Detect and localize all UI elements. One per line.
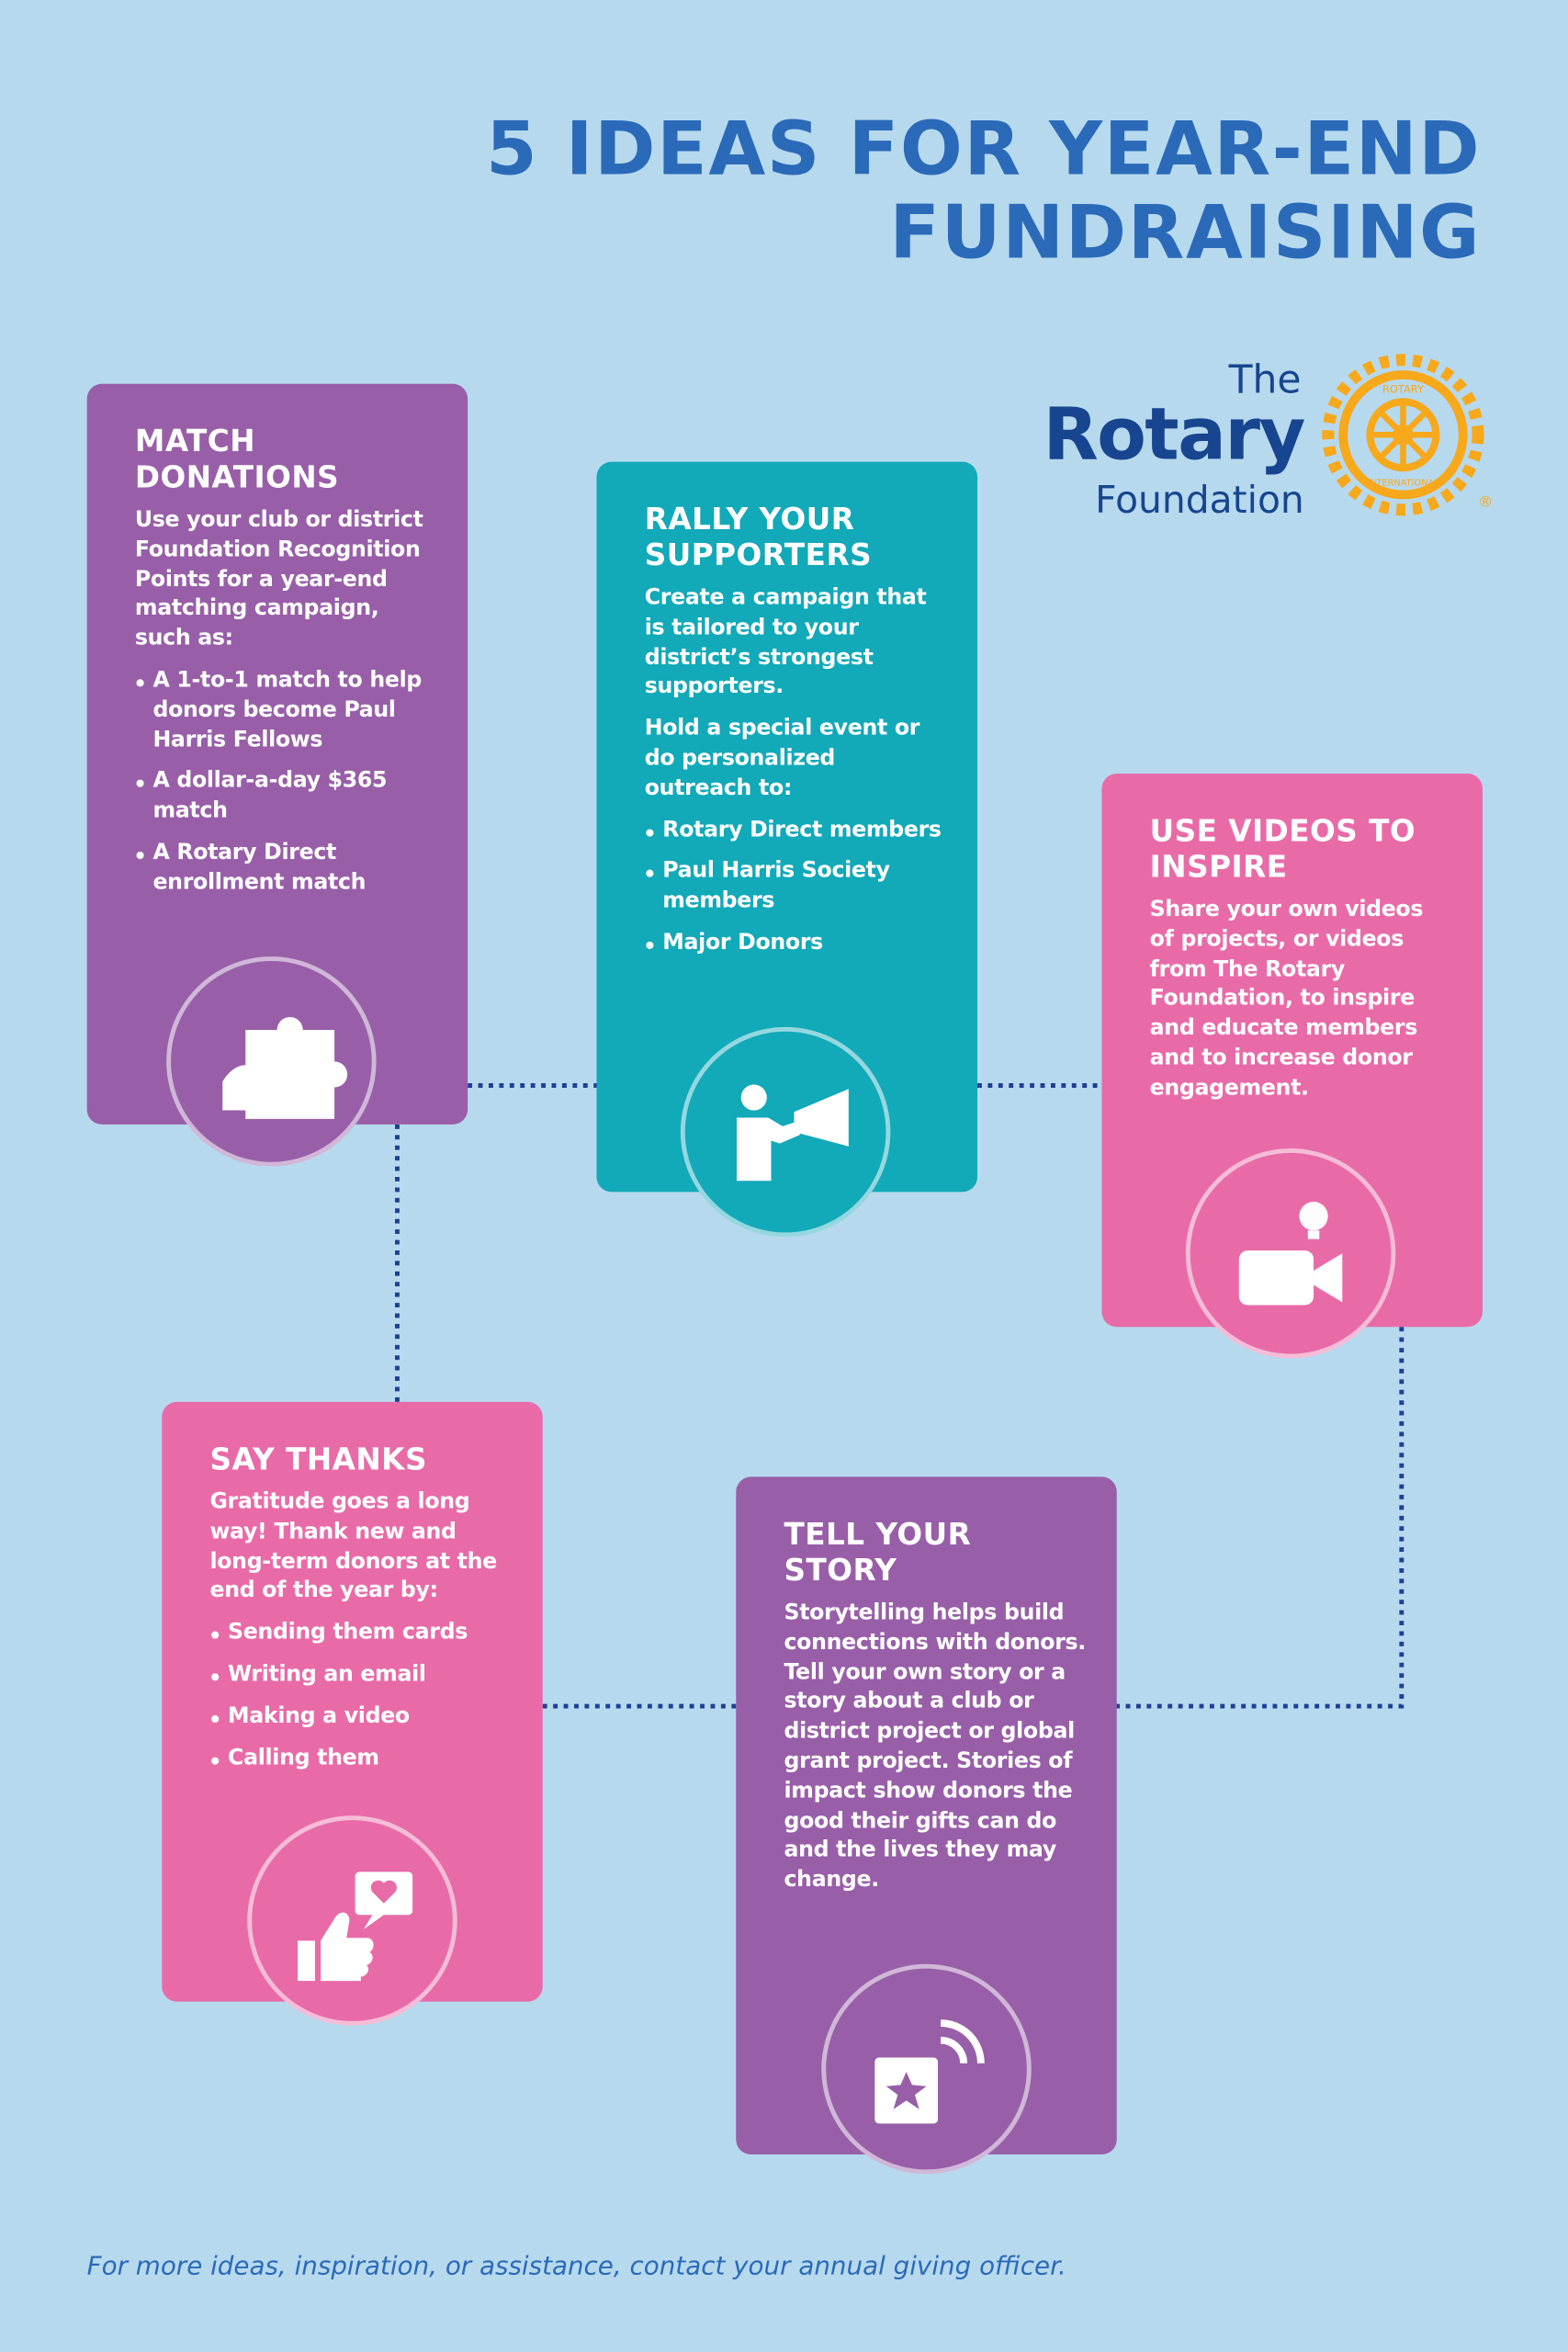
title: 5 IDEAS FOR YEAR-END FUNDRAISING	[486, 107, 1481, 276]
logo: The Rotary Foundation ROTARY INTERNATION…	[1049, 354, 1493, 522]
card-title: MATCH DONATIONS	[134, 423, 340, 495]
bullet: Rotary Direct members	[646, 817, 947, 846]
card-title: USE VIDEOS TO INSPIRE	[1149, 812, 1416, 885]
wheel-text: INTERNATIONAL	[1367, 479, 1439, 489]
bullet: A dollar-a-day $365 match	[136, 768, 437, 828]
footer: For more ideas, inspiration, or assistan…	[86, 2252, 1066, 2282]
icon-thanks	[247, 1815, 457, 2026]
bullet: A Rotary Direct enrollment match	[136, 840, 437, 899]
card-text: Use your club or district Foundation Rec…	[134, 508, 423, 651]
card-text: Create a campaign that is tailored to yo…	[644, 586, 927, 700]
bullet: Making a video	[211, 1702, 513, 1732]
card-text: Storytelling helps build connections wit…	[784, 1600, 1086, 1893]
logo-text: The	[1228, 358, 1302, 403]
bullet: Major Donors	[646, 930, 947, 959]
card-title: RALLY YOUR SUPPORTERS	[644, 501, 873, 573]
bullet: A 1-to-1 match to help donors become Pau…	[136, 667, 437, 756]
icon-story	[821, 1963, 1032, 2175]
registered-mark: ®	[1478, 493, 1493, 511]
bullet: Sending them cards	[211, 1620, 513, 1649]
wheel-text: ROTARY	[1382, 383, 1424, 396]
bullet-list: A 1-to-1 match to help donors become Pau…	[135, 667, 438, 899]
icon-video	[1185, 1148, 1396, 1359]
icon-megaphone	[680, 1026, 891, 1238]
card-text: Hold a special event or do personalized …	[644, 717, 920, 801]
card-title: TELL YOUR STORY	[784, 1515, 972, 1589]
logo-text: Rotary	[1049, 392, 1304, 476]
icon-puzzle	[166, 956, 377, 1167]
idea-card: MATCH DONATIONS Use your club or district…	[86, 383, 468, 1125]
bullet-list: Sending them cards Writing an email Making…	[209, 1620, 513, 1774]
card-title: SAY THANKS	[209, 1441, 427, 1477]
card-text: Share your own videos of projects, or vi…	[1149, 898, 1424, 1101]
title-line: 5 IDEAS FOR YEAR-END	[486, 106, 1482, 192]
title-line: FUNDRAISING	[889, 190, 1482, 277]
bullet: Writing an email	[211, 1661, 513, 1690]
bullet: Calling them	[211, 1745, 513, 1774]
bullet: Paul Harris Society members	[646, 858, 947, 918]
card-text: Gratitude goes a long way! Thank new and…	[209, 1490, 497, 1604]
logo-text: Foundation	[1095, 478, 1304, 522]
bullet-list: Rotary Direct members Paul Harris Society…	[645, 817, 948, 959]
